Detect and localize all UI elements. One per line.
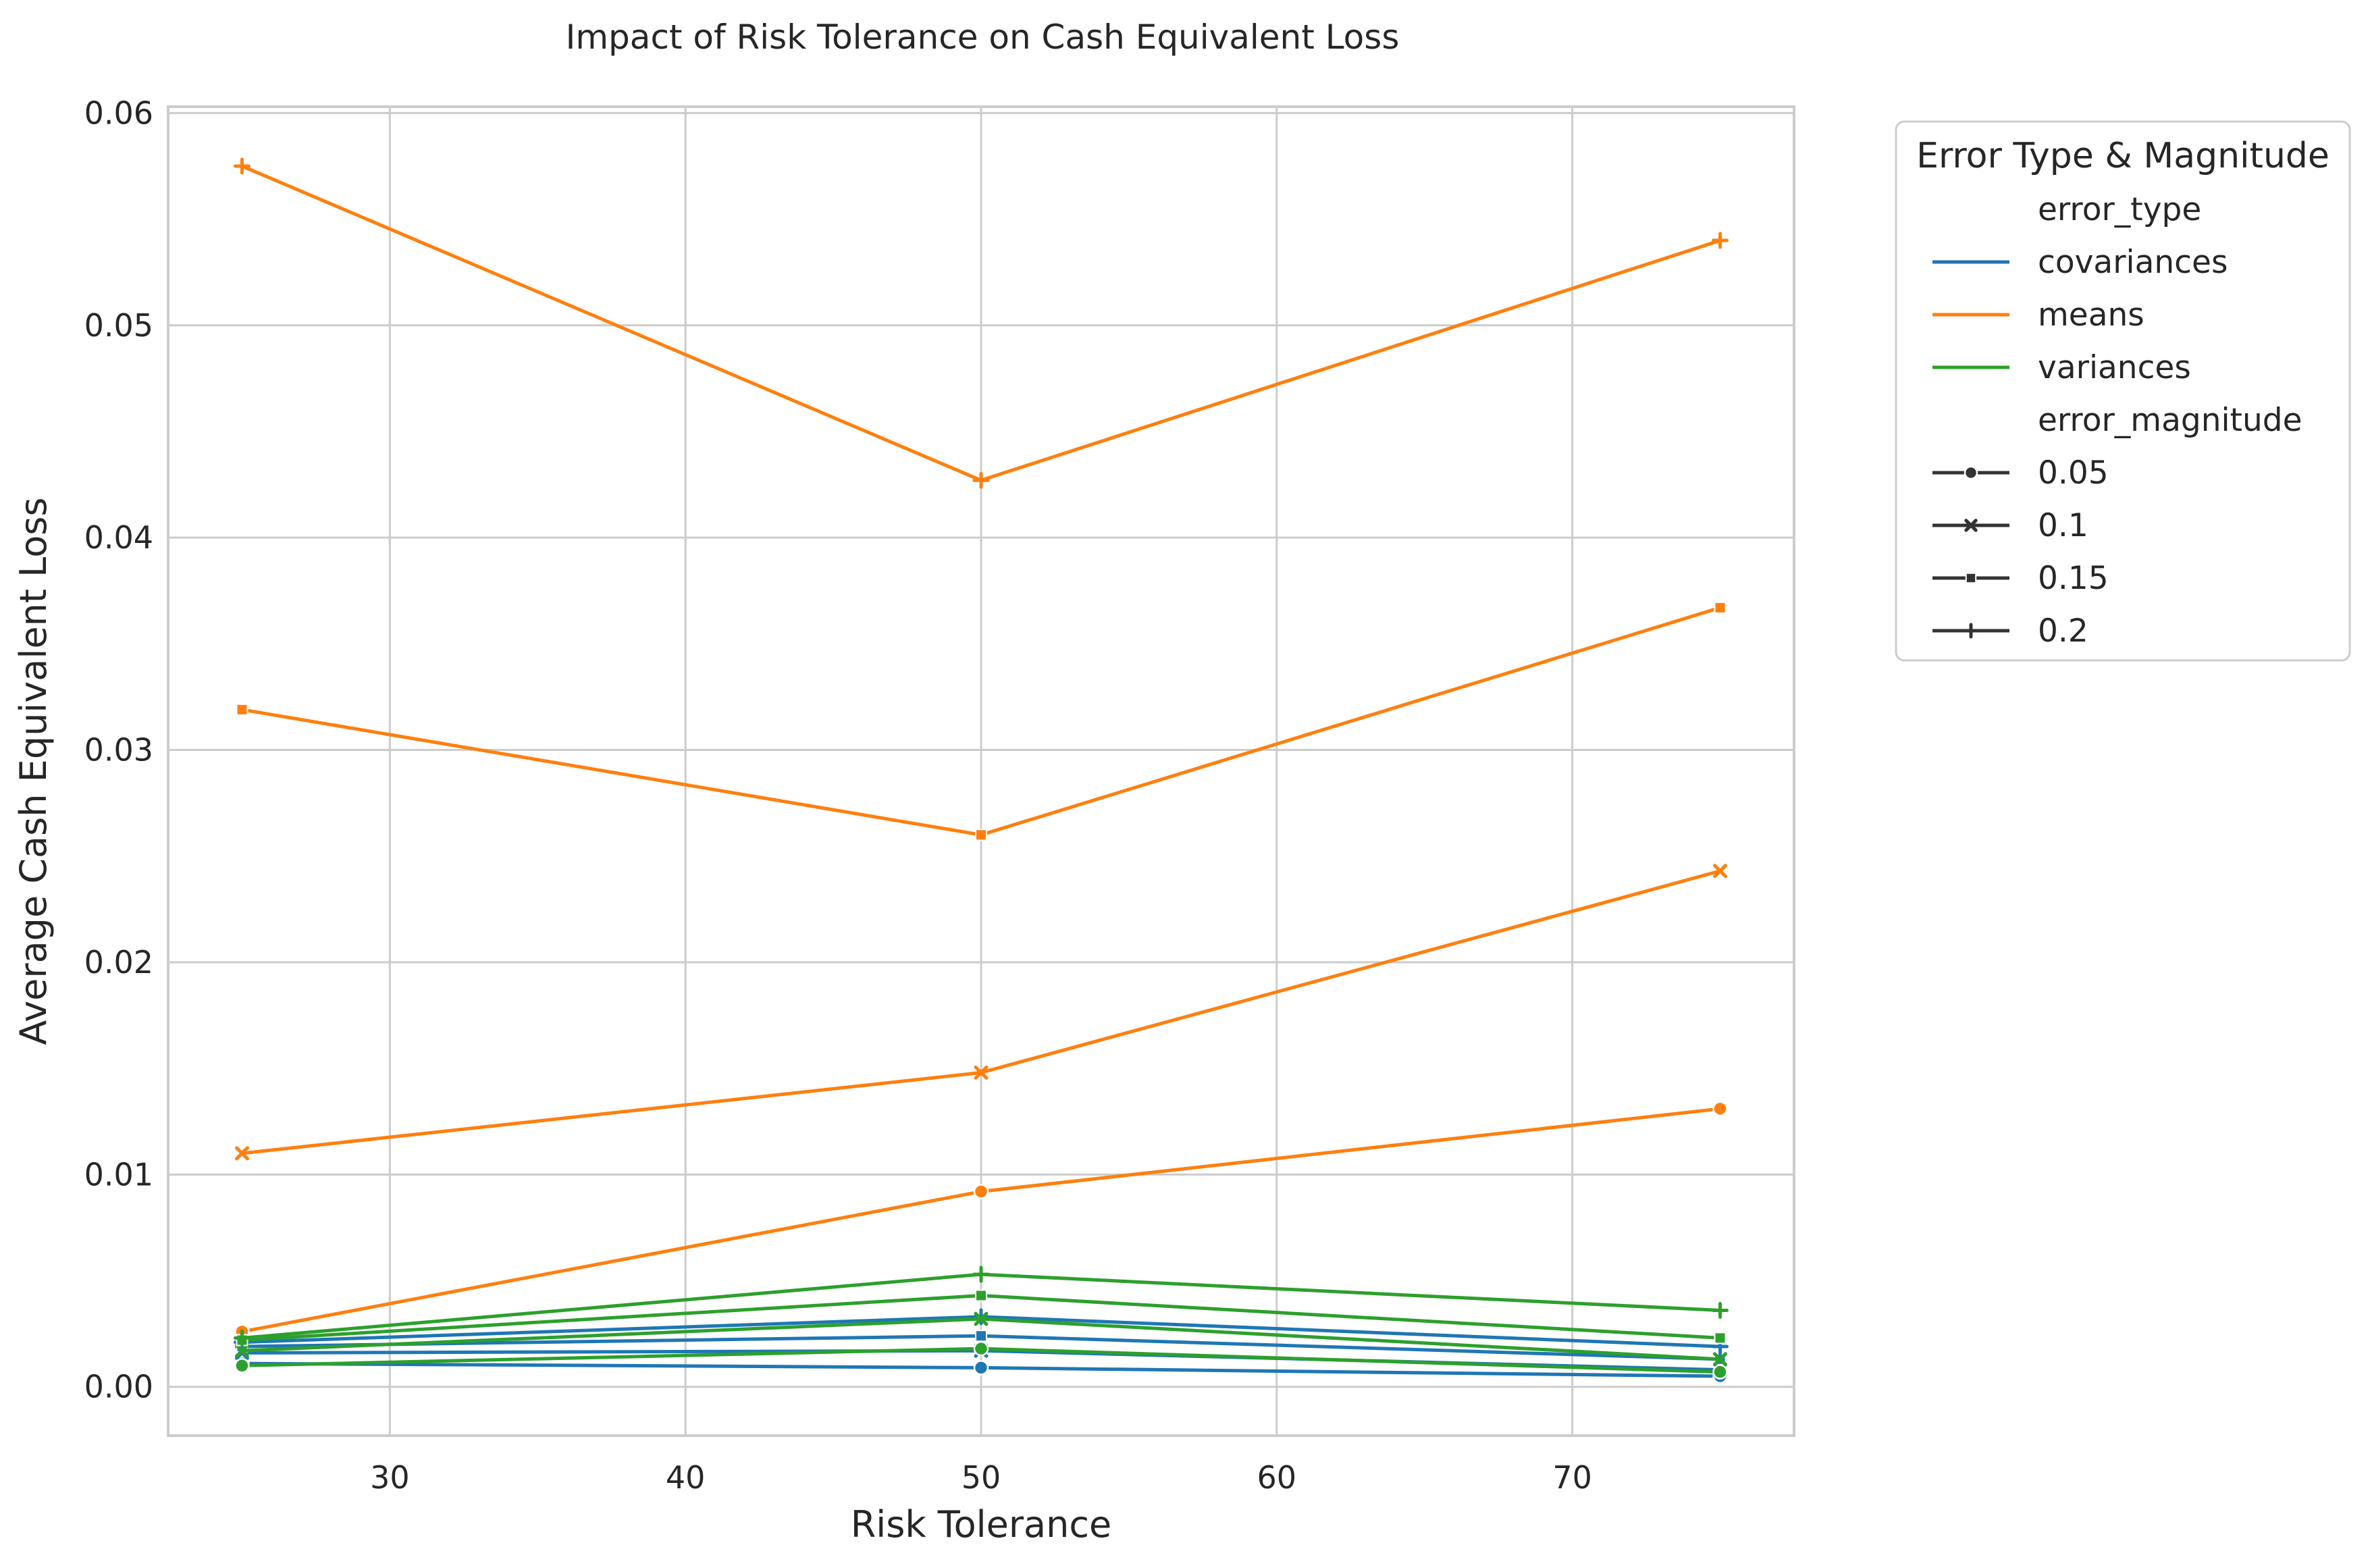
legend-marker-x-icon <box>1964 519 1978 532</box>
x-tick-labels: 30 40 50 60 70 <box>370 1459 1592 1496</box>
data-point-x <box>974 1311 989 1326</box>
legend-label-magnitude-0-05: 0.05 <box>2038 454 2109 492</box>
legend-marker-square-icon <box>1965 572 1977 584</box>
x-tick-label: 30 <box>370 1459 410 1496</box>
series-variances-0-2 <box>233 1265 1729 1347</box>
y-tick-label: 0.00 <box>84 1369 153 1405</box>
data-point-square <box>1714 601 1727 614</box>
data-point-circle <box>1712 1364 1728 1380</box>
data-point-square <box>975 1330 987 1342</box>
plot-frame <box>167 105 1795 1437</box>
series-lines <box>233 157 1729 1384</box>
series-means-0-05 <box>234 1101 1728 1340</box>
data-point-x <box>234 1343 249 1358</box>
data-point-circle <box>973 1184 989 1199</box>
chart-title: Impact of Risk Tolerance on Cash Equival… <box>566 18 1400 57</box>
legend-title: Error Type & Magnitude <box>1916 136 2329 176</box>
x-tick-label: 70 <box>1552 1459 1592 1496</box>
legend-label-covariances: covariances <box>2038 244 2228 281</box>
data-point-plus <box>233 157 251 175</box>
x-tick-label: 60 <box>1257 1459 1297 1496</box>
legend: Error Type & Magnitude error_typecovaria… <box>1895 120 2351 662</box>
legend-subtitle: error_magnitude <box>2038 402 2302 439</box>
series-means-0-15 <box>236 601 1727 841</box>
data-point-x <box>234 1146 249 1161</box>
series-means-0-2 <box>233 157 1729 489</box>
series-variances-0-05 <box>234 1340 1728 1380</box>
series-variances-0-1 <box>234 1311 1728 1367</box>
data-point-circle <box>973 1360 989 1376</box>
legend-items: error_type covariances means variances error… <box>1932 191 2302 650</box>
data-point-x <box>1713 864 1728 879</box>
data-point-square <box>236 703 248 716</box>
data-point-plus <box>972 1265 990 1283</box>
legend-marker-circle-icon <box>1964 465 1978 480</box>
series-means-0-1 <box>234 864 1728 1161</box>
data-point-plus <box>972 471 990 489</box>
y-axis-label: Average Cash Equivalent Loss <box>12 497 55 1045</box>
legend-label-magnitude-0-15: 0.15 <box>2038 560 2109 597</box>
x-axis-label: Risk Tolerance <box>851 1503 1112 1546</box>
legend-subtitle: error_type <box>2038 191 2201 228</box>
x-tick-label: 50 <box>962 1459 1001 1496</box>
y-tick-label: 0.05 <box>84 307 153 344</box>
data-point-x <box>974 1065 989 1080</box>
data-point-circle <box>234 1358 250 1374</box>
data-point-plus <box>233 1329 251 1347</box>
legend-label-magnitude-0-2: 0.2 <box>2038 612 2088 650</box>
data-point-square <box>975 1289 987 1302</box>
y-tick-label: 0.06 <box>84 95 153 131</box>
data-point-circle <box>1712 1101 1728 1117</box>
legend-marker-plus-icon <box>1963 623 1979 639</box>
data-point-square <box>975 829 987 841</box>
grid-lines <box>168 107 1794 1436</box>
legend-label-magnitude-0-1: 0.1 <box>2038 507 2088 544</box>
data-point-plus <box>1712 232 1729 249</box>
y-tick-labels: 0.00 0.01 0.02 0.03 0.04 0.05 0.06 <box>84 95 153 1405</box>
data-point-plus <box>1712 1302 1729 1319</box>
data-point-square <box>1714 1332 1727 1344</box>
legend-label-means: means <box>2038 296 2144 334</box>
y-tick-label: 0.03 <box>84 732 153 768</box>
data-point-circle <box>973 1340 989 1357</box>
y-tick-label: 0.01 <box>84 1156 153 1193</box>
data-point-x <box>1713 1352 1728 1367</box>
y-tick-label: 0.02 <box>84 944 153 981</box>
y-tick-label: 0.04 <box>84 519 153 556</box>
legend-label-variances: variances <box>2038 349 2191 386</box>
x-tick-label: 40 <box>666 1459 706 1496</box>
